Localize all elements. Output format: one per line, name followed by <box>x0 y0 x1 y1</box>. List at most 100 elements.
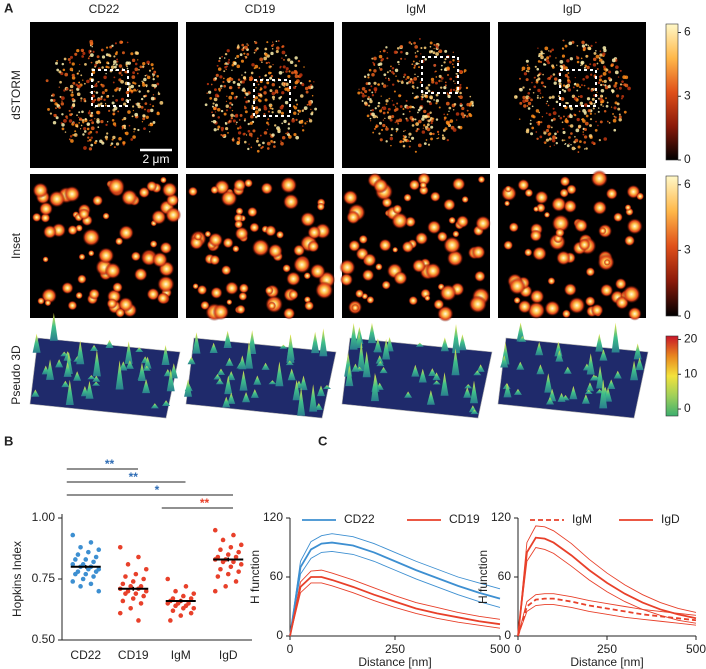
blob <box>622 285 641 304</box>
localization <box>371 91 374 94</box>
localization <box>408 136 410 138</box>
localization <box>235 95 238 98</box>
localization <box>574 82 577 85</box>
data-point <box>223 584 228 589</box>
localization <box>144 108 146 111</box>
peak <box>143 356 152 369</box>
y-tick-label: 0.75 <box>32 571 56 585</box>
localization <box>386 71 389 74</box>
localization <box>599 94 604 98</box>
localization <box>229 85 233 90</box>
localization <box>144 102 148 105</box>
blob <box>339 259 356 276</box>
data-point <box>88 581 94 587</box>
localization <box>526 66 531 71</box>
blob <box>247 206 258 218</box>
localization <box>572 86 575 89</box>
localization <box>543 141 546 144</box>
localization <box>131 75 136 79</box>
localization <box>249 76 251 79</box>
blob <box>280 176 297 194</box>
peak <box>584 389 593 394</box>
localization <box>214 77 218 80</box>
localization <box>223 112 227 116</box>
localization <box>519 77 521 80</box>
localization <box>71 89 74 92</box>
localization <box>590 102 593 105</box>
x-axis-label: Distance [nm] <box>358 655 431 669</box>
blob <box>534 190 549 205</box>
localization <box>256 149 260 153</box>
localization <box>573 96 578 101</box>
localization <box>369 120 372 122</box>
peak <box>314 403 323 411</box>
localization <box>278 70 283 75</box>
localization <box>552 73 556 76</box>
localization <box>438 49 443 54</box>
blob <box>48 190 66 208</box>
localization <box>213 97 218 102</box>
localization <box>108 109 111 112</box>
localization <box>405 51 409 55</box>
localization <box>239 125 242 128</box>
peak <box>375 355 384 364</box>
localization <box>615 65 619 69</box>
data-point <box>91 559 96 565</box>
localization <box>53 114 56 116</box>
localization <box>130 52 134 56</box>
localization <box>120 97 125 101</box>
localization <box>581 40 585 45</box>
localization <box>577 124 582 129</box>
data-point <box>128 584 133 589</box>
localization <box>406 75 410 79</box>
localization <box>442 136 446 140</box>
localization <box>370 85 373 88</box>
localization <box>436 137 438 140</box>
localization <box>310 108 312 111</box>
data-point <box>225 571 231 577</box>
localization <box>150 123 154 126</box>
localization <box>605 68 609 72</box>
localization <box>550 119 554 122</box>
blob <box>378 238 392 252</box>
localization <box>147 63 150 65</box>
localization <box>129 99 131 101</box>
image-background <box>498 22 646 168</box>
localization <box>454 82 456 85</box>
data-point <box>218 566 223 572</box>
localization <box>448 110 450 113</box>
localization <box>611 58 616 63</box>
data-point <box>218 547 223 553</box>
localization <box>563 139 566 141</box>
localization <box>602 105 604 107</box>
peak <box>367 322 376 344</box>
localization <box>435 102 438 105</box>
localization <box>83 130 87 133</box>
data-point <box>83 571 89 577</box>
localization <box>569 57 574 61</box>
localization <box>429 45 432 48</box>
peak <box>65 379 74 406</box>
localization <box>248 132 253 137</box>
localization <box>382 106 387 111</box>
peak <box>63 362 72 377</box>
localization <box>574 135 576 138</box>
peak <box>476 364 485 372</box>
blob <box>578 238 591 251</box>
blob <box>82 228 101 247</box>
localization <box>247 122 250 126</box>
localization <box>519 87 523 92</box>
localization <box>90 61 93 64</box>
blob <box>605 187 618 200</box>
localization <box>561 139 564 142</box>
peak <box>546 397 555 405</box>
localization <box>81 55 85 58</box>
blob <box>225 281 239 295</box>
localization <box>271 107 274 110</box>
localization <box>590 73 593 76</box>
localization <box>457 95 460 98</box>
localization <box>385 99 389 103</box>
blob <box>40 213 51 223</box>
localization <box>396 102 399 105</box>
localization <box>212 106 217 111</box>
